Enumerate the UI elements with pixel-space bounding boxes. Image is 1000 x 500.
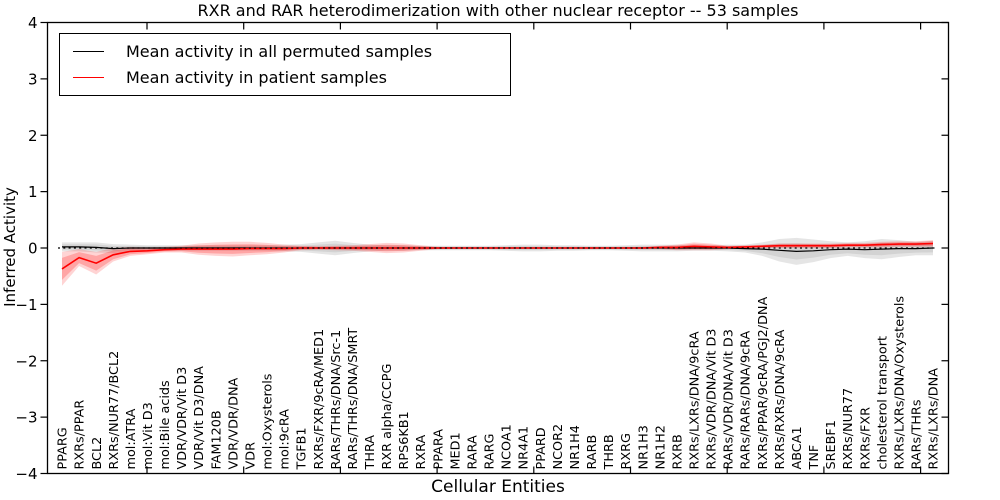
x-tick-label: RXRs/PPAR bbox=[73, 400, 88, 470]
x-tick-label: VDR/VDR/Vit D3 bbox=[175, 367, 190, 470]
x-tick-label: RXRs/LXRs/DNA/Oxysterols bbox=[892, 296, 907, 470]
y-tick-label: 1 bbox=[28, 183, 38, 201]
x-tick-label: MED1 bbox=[448, 432, 463, 469]
x-tick-label: PPARA bbox=[431, 429, 446, 470]
x-tick-label: mol:Bile acids bbox=[158, 380, 173, 470]
legend: Mean activity in all permuted samples Me… bbox=[59, 33, 511, 96]
patient-mean-line bbox=[61, 242, 934, 270]
legend-label-permuted: Mean activity in all permuted samples bbox=[126, 41, 433, 61]
y-tick-label: −1 bbox=[15, 296, 37, 314]
x-tick-label: RXRA bbox=[414, 434, 429, 469]
chart-title: RXR and RAR heterodimerization with othe… bbox=[197, 1, 799, 20]
legend-item: Mean activity in patient samples bbox=[60, 68, 510, 87]
x-tick-label: cholesterol transport bbox=[875, 336, 890, 470]
x-tick-label: RARs/THRs bbox=[910, 399, 925, 469]
y-tick-label: 3 bbox=[28, 70, 38, 88]
x-tick-label: RARs/RARs/DNA/9cRA bbox=[739, 330, 754, 469]
x-tick-label: RXRs/LXRs/DNA bbox=[927, 368, 942, 470]
x-tick-label: RXRs/RXRs/DNA/9cRA bbox=[773, 329, 788, 469]
x-tick-label: TNF bbox=[807, 445, 822, 471]
patient-band-inner bbox=[62, 241, 933, 280]
x-tick-label: THRA bbox=[363, 435, 378, 471]
x-tick-label: RXRB bbox=[670, 434, 685, 469]
x-tick-label: mol:Oxysterols bbox=[261, 373, 276, 469]
x-tick-label: RPS6KB1 bbox=[397, 411, 412, 469]
x-tick-label: RARs/VDR/DNA/Vit D3 bbox=[722, 329, 737, 469]
x-tick-label: RARs/THRs/DNA/Src-1 bbox=[329, 330, 344, 470]
x-tick-label: RXRs/FXR/9cRA/MED1 bbox=[312, 329, 327, 470]
x-tick-label: SREBF1 bbox=[824, 420, 839, 469]
x-tick-label: RXRs/LXRs/DNA/9cRA bbox=[688, 331, 703, 469]
x-tick-label: RXRs/FXR bbox=[858, 407, 873, 470]
legend-label-patient: Mean activity in patient samples bbox=[126, 68, 387, 88]
x-tick-label: NR1H4 bbox=[568, 425, 583, 469]
legend-line-permuted-icon bbox=[73, 50, 104, 52]
y-tick-label: 4 bbox=[28, 14, 38, 32]
x-tick-label: RXRG bbox=[619, 433, 634, 469]
x-tick-label: VDR bbox=[244, 442, 259, 470]
y-axis-title: Inferred Activity bbox=[1, 187, 19, 307]
y-tick-label: 2 bbox=[28, 127, 38, 145]
x-tick-label: mol:Vit D3 bbox=[141, 402, 156, 469]
x-tick-label: RXR alpha/CCPG bbox=[380, 364, 395, 470]
x-tick-label: BCL2 bbox=[90, 437, 105, 470]
x-tick-label: NCOR2 bbox=[551, 424, 566, 470]
legend-item: Mean activity in all permuted samples bbox=[60, 42, 510, 61]
permuted-band-outer bbox=[62, 237, 933, 265]
x-tick-label: NCOA1 bbox=[500, 424, 515, 469]
patient-band-outer bbox=[62, 240, 933, 286]
x-tick-label: RARs/THRs/DNA/SMRT bbox=[346, 328, 361, 470]
x-tick-label: PPARD bbox=[534, 427, 549, 469]
x-tick-label: mol:ATRA bbox=[124, 408, 139, 469]
x-tick-label: PPARG bbox=[56, 427, 71, 469]
y-tick-label: −3 bbox=[15, 409, 37, 427]
x-tick-label: TGFB1 bbox=[295, 427, 310, 470]
x-tick-label: ABCA1 bbox=[790, 426, 805, 469]
y-tick-label: −4 bbox=[15, 465, 37, 483]
x-tick-label: RXRs/NUR77 bbox=[841, 388, 856, 470]
x-tick-label: VDR/VDR/DNA bbox=[226, 377, 241, 469]
x-tick-label: NR1H3 bbox=[636, 425, 651, 469]
x-tick-label: FAM120B bbox=[209, 410, 224, 469]
legend-line-patient-icon bbox=[73, 77, 104, 79]
x-tick-label: RXRs/NUR77/BCL2 bbox=[107, 351, 122, 470]
x-tick-label: NR1H2 bbox=[653, 425, 668, 469]
x-tick-label: RARG bbox=[483, 434, 498, 470]
x-tick-label: RXRs/VDR/DNA/Vit D3 bbox=[705, 329, 720, 470]
x-tick-label: RARA bbox=[466, 435, 481, 469]
x-tick-label: NR4A1 bbox=[517, 426, 532, 470]
x-tick-label: THRB bbox=[602, 434, 617, 470]
y-tick-label: −2 bbox=[15, 352, 37, 370]
x-tick-label: mol:9cRA bbox=[278, 409, 293, 470]
y-tick-label: 0 bbox=[28, 240, 38, 258]
x-tick-label: RARB bbox=[585, 435, 600, 470]
x-axis-title: Cellular Entities bbox=[431, 477, 565, 497]
x-tick-label: VDR/Vit D3/DNA bbox=[192, 366, 207, 470]
x-tick-label: RXRs/PPAR/9cRA/PGJ2/DNA bbox=[756, 296, 771, 469]
